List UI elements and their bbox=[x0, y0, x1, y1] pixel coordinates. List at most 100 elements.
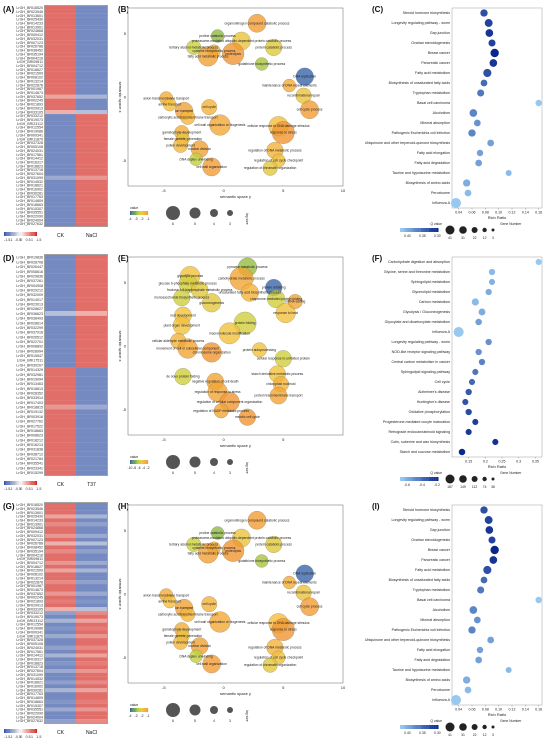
go-value-scale-cell bbox=[139, 460, 140, 464]
kegg-bubble bbox=[475, 159, 483, 167]
heatmap-scale-cell bbox=[7, 232, 9, 236]
heatmap-scale-cell bbox=[12, 729, 14, 733]
heatmap-cell bbox=[76, 526, 107, 531]
go-term-label: anion transmembrane transport bbox=[143, 593, 189, 597]
go-term-label: anion transmembrane transport bbox=[143, 96, 189, 100]
heatmap-gene-label: LrGH_BRI29913 bbox=[16, 603, 43, 607]
heatmap-scale-tick: -0.5 bbox=[15, 735, 21, 739]
heatmap-cell bbox=[45, 218, 76, 223]
heatmap-cell bbox=[76, 622, 107, 627]
go-term-label: unsaturated fatty acid biosynthetic proc… bbox=[219, 291, 282, 295]
heatmap-gene-label: LrGH_BRI33105 bbox=[16, 110, 43, 114]
go-term-label: glutathione biosynthetic process bbox=[238, 559, 285, 563]
go-term-label: amine transport bbox=[158, 103, 181, 107]
heatmap-cell bbox=[45, 133, 76, 138]
kegg-q-scale-cell bbox=[428, 228, 431, 232]
heatmap-scale-cell bbox=[9, 481, 11, 485]
heatmap-cell bbox=[76, 719, 107, 724]
kegg-x-tick: 0.06 bbox=[469, 211, 476, 215]
heatmap-gene-label: LrGH_BRI14673 bbox=[16, 588, 43, 592]
go-term-label: gametophyte development bbox=[162, 628, 201, 632]
heatmap-cell bbox=[45, 269, 76, 274]
go-term-label: protein refolding bbox=[262, 286, 286, 290]
kegg-count-legend-circle bbox=[491, 228, 495, 232]
kegg-count-legend-circle bbox=[491, 477, 495, 481]
go-x-tick: 5 bbox=[282, 188, 285, 193]
heatmap-cell bbox=[45, 649, 76, 654]
heatmap-cell bbox=[76, 456, 107, 462]
heatmap-cell bbox=[45, 446, 76, 452]
go-term-label: cysteine biosynthetic process bbox=[193, 49, 236, 53]
go-term-label: chloroplast nucleoid bbox=[266, 382, 295, 386]
heatmap-cell bbox=[76, 29, 107, 34]
go-bubble bbox=[173, 289, 191, 307]
heatmap-gene-label: LrGH_BRI30207 bbox=[16, 363, 43, 367]
heatmap-cell bbox=[45, 110, 76, 115]
heatmap-cell bbox=[76, 144, 107, 149]
kegg-count-legend-circle bbox=[459, 226, 467, 234]
heatmap-cell bbox=[45, 418, 76, 424]
go-term-label: carboxylic acid transmembrane transport bbox=[158, 612, 218, 616]
heatmap-cell bbox=[76, 572, 107, 577]
heatmap-cell bbox=[45, 102, 76, 107]
heatmap-gene-label: LrGH_BRI17763 bbox=[16, 195, 43, 199]
heatmap-scale-cell bbox=[27, 729, 29, 733]
heatmap-cell bbox=[45, 595, 76, 600]
kegg-q-scale-cell bbox=[404, 725, 407, 729]
heatmap-cell bbox=[45, 409, 76, 415]
kegg-q-scale-cell bbox=[403, 725, 405, 729]
heatmap-cell bbox=[76, 259, 107, 265]
kegg-bubble bbox=[478, 308, 486, 316]
heatmap-scale-cell bbox=[12, 481, 14, 485]
kegg-bubble bbox=[480, 576, 488, 584]
kegg-bubble bbox=[483, 68, 492, 78]
go-value-scale-cell bbox=[139, 211, 140, 215]
heatmap-cell bbox=[76, 587, 107, 592]
heatmap-cell bbox=[76, 222, 107, 227]
heatmap-frame bbox=[44, 5, 108, 227]
heatmap-cell bbox=[45, 545, 76, 550]
go-bubble bbox=[210, 526, 225, 540]
go-bubble bbox=[209, 114, 231, 136]
heatmap-cell bbox=[76, 339, 107, 345]
go-size-legend-title: log size bbox=[245, 462, 249, 474]
kegg-x-tick: 0.16 bbox=[535, 708, 542, 712]
heatmap-scale-cell bbox=[5, 481, 7, 485]
heatmap-cell bbox=[45, 437, 76, 443]
heatmap-gene-label: LrGH_BRI09412 bbox=[16, 530, 43, 534]
heatmap-cell bbox=[76, 432, 107, 438]
go-y-tick: 0 bbox=[124, 592, 127, 597]
go-term-label: protein catabolic process bbox=[255, 45, 292, 49]
go-size-tick: 4 bbox=[213, 222, 215, 226]
heatmap-cell bbox=[76, 152, 107, 157]
heatmap-scale-cell bbox=[12, 232, 14, 236]
heatmap-gene-label: LrGH_BRI15307 bbox=[16, 704, 43, 708]
kegg-bubble bbox=[464, 189, 472, 197]
go-bubble bbox=[213, 403, 229, 419]
heatmap-cell bbox=[76, 545, 107, 550]
heatmap-cell bbox=[45, 665, 76, 670]
go-bubble bbox=[255, 554, 269, 568]
heatmap-cell bbox=[45, 171, 76, 176]
kegg-count-legend-title: Gene Number bbox=[500, 719, 522, 723]
heatmap-gene-label: LrGH_BRI23112 bbox=[17, 122, 43, 126]
heatmap-cell bbox=[45, 641, 76, 646]
heatmap-cell bbox=[45, 638, 76, 643]
kegg-bubble bbox=[488, 268, 496, 276]
heatmap-scale-cell bbox=[16, 729, 18, 733]
kegg-pathway-label: Peroxisome bbox=[431, 191, 450, 195]
heatmap-gene-label: LrGH_BRI17511 bbox=[17, 359, 43, 363]
heatmap-cell bbox=[76, 206, 107, 211]
heatmap-cell bbox=[76, 187, 107, 192]
heatmap-cell bbox=[76, 283, 107, 288]
go-y-label: semantic space x bbox=[118, 331, 123, 362]
kegg-pathway-label: Huntington's disease bbox=[417, 400, 450, 404]
kegg-bubble bbox=[453, 327, 464, 337]
heatmap-cell bbox=[76, 661, 107, 666]
kegg-q-tick: 0.35 bbox=[419, 234, 426, 238]
heatmap-cell bbox=[45, 688, 76, 693]
heatmap-cell bbox=[76, 372, 107, 377]
go-size-legend-circle bbox=[210, 209, 218, 217]
heatmap-condition-label: CK bbox=[57, 730, 65, 736]
heatmap-gene-label: LrGH_BRI37261 bbox=[16, 279, 43, 283]
